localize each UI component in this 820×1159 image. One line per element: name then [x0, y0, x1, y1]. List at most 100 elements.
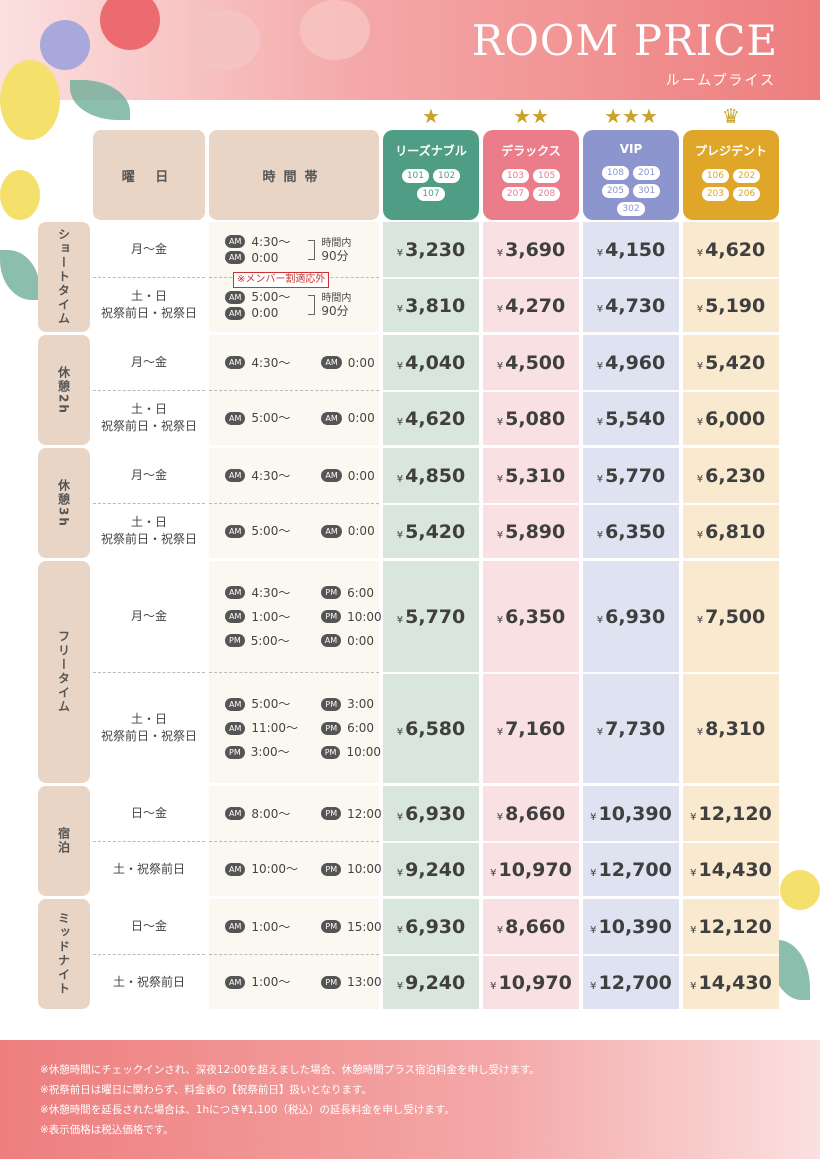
time-line: AM 1:00～ PM 10:00 [209, 605, 382, 629]
price-amount: 6,350 [505, 605, 566, 628]
footer-note: ※表示価格は税込価格です。 [40, 1124, 174, 1136]
footer-note: ※休憩時間を延長された場合は、1hにつき¥1,100（税込）の延長料金を申し受け… [40, 1104, 455, 1116]
time-badge: AM [321, 524, 342, 538]
time-end: 0:00 [347, 468, 375, 483]
price-column-2: ¥4,150 ¥4,730 [583, 222, 679, 332]
time-start: 4:30～ [251, 355, 291, 370]
price-amount: 6,930 [605, 605, 666, 628]
price-value: ¥6,350 [597, 521, 665, 543]
yen-symbol: ¥ [396, 924, 404, 936]
time-badge: AM [225, 920, 246, 933]
section-label: 休憩2h [38, 335, 90, 445]
time-cell: AM 1:00～ PM 13:00 [209, 954, 382, 1009]
time-end: 0:00 [251, 306, 279, 320]
yen-symbol: ¥ [696, 614, 704, 626]
time-line: AM 1:00～ PM 15:00 [209, 915, 382, 939]
price-cell: ¥8,310 [683, 672, 779, 783]
time-start: 4:30～ [251, 468, 291, 483]
price-cell: ¥4,960 [583, 335, 679, 390]
time-line: AM 10:00～ PM 10:00 [209, 857, 382, 881]
price-value: ¥5,420 [397, 521, 465, 543]
footer-notes-banner: ※休憩時間にチェックインされ、深夜12:00を超えました場合、休憩時間プラス宿泊… [0, 1040, 820, 1159]
price-amount: 6,230 [705, 464, 766, 487]
price-value: ¥4,040 [397, 352, 465, 374]
yen-symbol: ¥ [396, 614, 404, 626]
price-cell: ¥12,120 [683, 786, 779, 841]
room-numbers: 103 105 207 208 [483, 169, 579, 201]
price-value: ¥4,620 [397, 408, 465, 430]
price-amount: 10,970 [498, 858, 572, 881]
room-number-chip: 302 [617, 202, 645, 216]
day-column: 日～金 土・祝祭前日 [93, 786, 205, 896]
price-amount: 8,310 [705, 717, 766, 740]
yen-symbol: ¥ [396, 867, 404, 879]
price-amount: 5,080 [505, 407, 566, 430]
price-column-1: ¥3,690 ¥4,270 [483, 222, 579, 332]
price-cell: ¥6,350 [583, 503, 679, 558]
price-cell: ¥4,730 [583, 277, 679, 332]
yen-symbol: ¥ [396, 247, 404, 259]
time-cell: AM 4:30～ AM 0:00 [209, 448, 379, 503]
yen-symbol: ¥ [396, 416, 404, 428]
price-amount: 6,580 [405, 717, 466, 740]
day-text: 祝祭前日・祝祭日 [100, 419, 197, 433]
price-value: ¥6,810 [697, 521, 765, 543]
yen-symbol: ¥ [496, 614, 504, 626]
price-value: ¥8,660 [497, 803, 565, 825]
section-label: 宿泊 [38, 786, 90, 896]
time-line: AM 8:00～ PM 12:00 [209, 802, 382, 826]
time-cell: AM 5:00～ PM 3:00 AM 11:00～ PM 6:00 PM 3:00～ PM 10:0… [209, 672, 381, 783]
time-badge: AM [321, 356, 342, 369]
yen-symbol: ¥ [696, 360, 704, 372]
price-value: ¥5,080 [497, 408, 565, 430]
price-amount: 4,040 [405, 351, 466, 374]
yen-symbol: ¥ [496, 924, 504, 936]
section-label-text: 宿泊 [56, 827, 71, 855]
price-value: ¥9,240 [397, 972, 465, 994]
price-cell: ¥14,430 [683, 954, 779, 1009]
time-line: AM 11:00～ PM 6:00 [209, 716, 379, 740]
price-amount: 10,390 [598, 802, 672, 825]
price-cell: ¥7,500 [683, 561, 779, 672]
header-banner: ROOM PRICE ルームプライス [0, 0, 820, 100]
price-column-1: ¥6,350 ¥7,160 [483, 561, 579, 783]
price-value: ¥6,580 [397, 718, 465, 740]
room-number-chip: 202 [733, 169, 761, 183]
day-cell: 土・日 祝祭前日・祝祭日 [93, 672, 205, 783]
price-column-2: ¥10,390 ¥12,700 [583, 899, 679, 1009]
price-value: ¥5,770 [597, 465, 665, 487]
price-value: ¥4,150 [597, 239, 665, 261]
price-cell: ¥3,230 [383, 222, 479, 277]
price-value: ¥9,240 [397, 859, 465, 881]
price-value: ¥4,270 [497, 295, 565, 317]
room-rank-stars: ★★★ [604, 104, 658, 128]
room-number-chip: 207 [501, 187, 529, 201]
footer-notes: ※休憩時間にチェックインされ、深夜12:00を超えました場合、休憩時間プラス宿泊… [40, 1060, 540, 1140]
time-badge: AM [321, 411, 342, 425]
price-value: ¥3,230 [397, 239, 465, 261]
time-start: 5:00～ [250, 633, 290, 648]
room-header-2: VIP 108 201 205 301 302 [583, 130, 679, 220]
price-value: ¥14,430 [690, 972, 772, 994]
price-value: ¥8,660 [497, 916, 565, 938]
price-amount: 4,620 [705, 238, 766, 261]
price-amount: 12,700 [598, 971, 672, 994]
day-text: 日～金 [130, 806, 167, 820]
time-badge: PM [320, 745, 341, 759]
price-cell: ¥4,850 [383, 448, 479, 503]
day-cell: 月～金 [93, 448, 205, 503]
price-amount: 6,930 [405, 915, 466, 938]
day-text: 土・日 [130, 289, 167, 303]
day-text: 月～金 [130, 468, 167, 482]
room-type-name: デラックス [501, 144, 561, 158]
am-badge: AM [225, 290, 246, 304]
day-text: 祝祭前日・祝祭日 [100, 532, 197, 546]
yen-symbol: ¥ [696, 303, 704, 315]
time-start: 5:00～ [251, 697, 291, 711]
time-line: PM 3:00～ PM 10:00 [209, 740, 381, 764]
yen-symbol: ¥ [496, 360, 504, 372]
price-value: ¥5,420 [697, 352, 765, 374]
price-value: ¥3,690 [497, 239, 565, 261]
time-stack: AM 4:30～ AM 0:00 [225, 234, 290, 266]
yen-symbol: ¥ [396, 726, 404, 738]
